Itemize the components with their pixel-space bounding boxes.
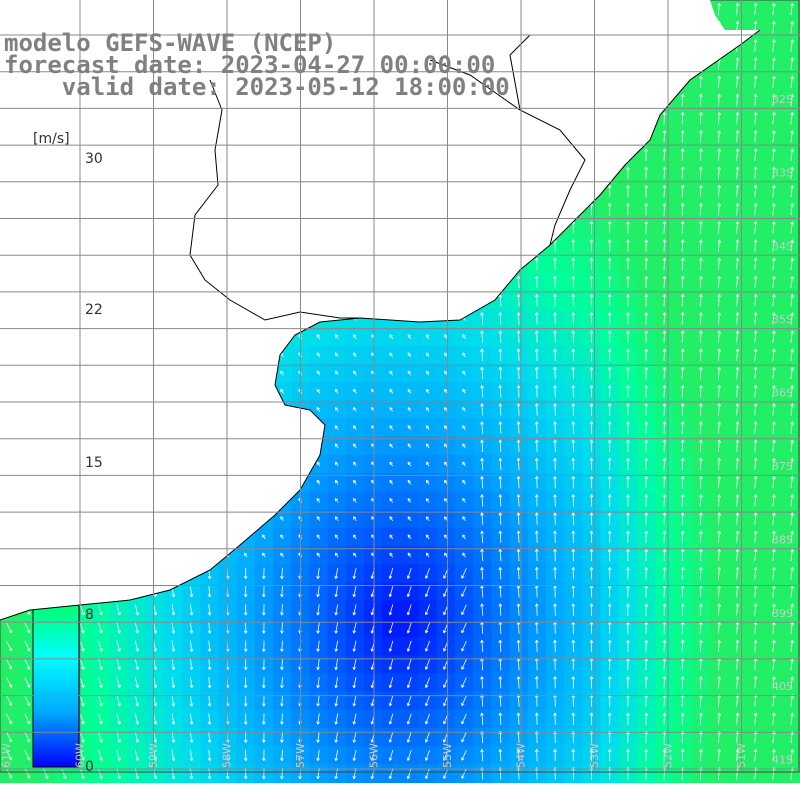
wind-arrow (772, 39, 776, 52)
colorbar-tick-30: 30 (85, 151, 103, 167)
colorbar-tick-8: 8 (85, 607, 94, 623)
lat-label: 41S (772, 754, 793, 767)
lat-label: 34S (772, 240, 793, 253)
wind-arrow (790, 39, 794, 52)
wind-arrow (753, 2, 758, 16)
lon-label: 58W (221, 743, 234, 768)
colorbar-tick-22: 22 (85, 302, 103, 318)
lon-label: 56W (368, 743, 381, 768)
lon-label: 52W (662, 743, 675, 768)
lon-label: 61W (0, 743, 13, 768)
lat-label: 32S (772, 93, 793, 106)
title-valid-date: valid date: 2023-05-12 18:00:00 (4, 73, 510, 101)
wind-arrow (753, 39, 758, 52)
wind-arrow (717, 2, 721, 16)
lat-label: 39S (772, 607, 793, 620)
colorbar-tick-0: 0 (85, 759, 94, 775)
lon-label: 59W (147, 743, 160, 768)
colorbar-tick-15: 15 (85, 455, 103, 471)
wind-arrow (790, 2, 794, 16)
wind-arrow (772, 2, 776, 16)
lat-label: 40S (772, 680, 793, 693)
lon-label: 53W (588, 743, 601, 768)
wind-arrow (790, 21, 794, 34)
wind-arrow (772, 21, 776, 34)
lat-label: 35S (772, 313, 793, 326)
lat-label: 38S (772, 533, 793, 546)
lon-label: 57W (294, 743, 307, 768)
wind-arrow (735, 2, 740, 16)
lon-label: 55W (441, 743, 454, 768)
lat-label: 36S (772, 387, 793, 400)
lat-label: 37S (772, 460, 793, 473)
lon-label: 51W (735, 743, 748, 768)
lat-label: 33S (772, 166, 793, 179)
lon-label: 54W (515, 743, 528, 768)
colorbar-unit: [m/s] (33, 131, 70, 147)
